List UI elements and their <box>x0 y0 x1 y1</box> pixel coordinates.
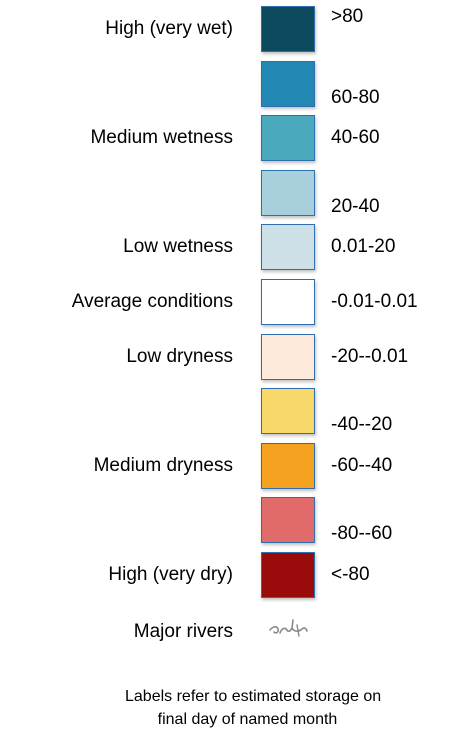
color-swatch <box>261 60 315 107</box>
range-label: -80--60 <box>331 523 393 545</box>
range-label: 0.01-20 <box>331 236 396 258</box>
range-label: -0.01-0.01 <box>331 291 418 312</box>
legend-row-major-rivers: Major rivers <box>0 612 450 652</box>
river-icon <box>269 619 308 637</box>
color-swatch <box>261 224 315 271</box>
range-label: 40-60 <box>331 127 380 149</box>
color-swatch <box>261 497 315 544</box>
range-label: 60-80 <box>331 86 380 108</box>
category-label: Average conditions <box>71 291 233 312</box>
legend-row: Low dryness -20--0.01 <box>0 330 450 384</box>
major-rivers-label: Major rivers <box>133 621 233 642</box>
color-swatch <box>261 333 315 380</box>
legend-row: High (very wet) >80 <box>0 2 450 56</box>
range-label: -20--0.01 <box>331 345 409 367</box>
footnote-line-1: Labels refer to estimated storage on <box>125 688 382 705</box>
color-swatch <box>261 552 315 598</box>
legend-row: -80--60 <box>0 493 450 547</box>
range-label: 20-40 <box>331 195 380 217</box>
color-swatch <box>261 442 315 489</box>
color-swatch <box>261 115 315 162</box>
legend-row: Medium dryness -60--40 <box>0 439 450 493</box>
color-swatch <box>261 388 315 435</box>
range-label: -40--20 <box>331 414 393 436</box>
range-label: -60--40 <box>331 454 393 476</box>
color-swatch <box>261 6 315 52</box>
legend-row: Low wetness 0.01-20 <box>0 220 450 274</box>
category-label: Low wetness <box>123 236 233 258</box>
legend-row: 60-80 <box>0 57 450 111</box>
range-label: <-80 <box>331 564 370 585</box>
color-swatch <box>261 279 315 325</box>
legend-row: 20-40 <box>0 166 450 220</box>
category-label: High (very wet) <box>105 18 233 39</box>
category-label: High (very dry) <box>108 564 233 585</box>
legend-row: Average conditions -0.01-0.01 <box>0 275 450 329</box>
footnote-line-2: final day of named month <box>157 711 338 728</box>
legend-row: -40--20 <box>0 384 450 438</box>
category-label: Low dryness <box>126 345 233 367</box>
category-label: Medium wetness <box>90 127 233 149</box>
category-label: Medium dryness <box>93 454 233 476</box>
legend-row: High (very dry) <-80 <box>0 548 450 602</box>
range-label: >80 <box>331 6 364 27</box>
color-swatch <box>261 169 315 216</box>
legend-row: Medium wetness 40-60 <box>0 111 450 165</box>
